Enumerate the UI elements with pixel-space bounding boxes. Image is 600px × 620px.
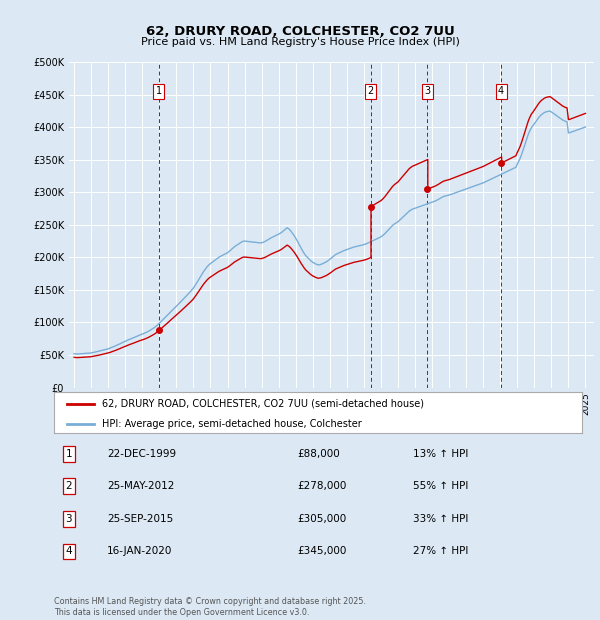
Text: 62, DRURY ROAD, COLCHESTER, CO2 7UU (semi-detached house): 62, DRURY ROAD, COLCHESTER, CO2 7UU (sem… [101, 399, 424, 409]
Text: 33% ↑ HPI: 33% ↑ HPI [413, 514, 469, 524]
Text: 25-SEP-2015: 25-SEP-2015 [107, 514, 173, 524]
Text: 2: 2 [368, 86, 374, 96]
Text: 4: 4 [65, 546, 72, 556]
Text: £278,000: £278,000 [297, 481, 346, 492]
Text: £305,000: £305,000 [297, 514, 346, 524]
Text: 3: 3 [424, 86, 431, 96]
Text: 25-MAY-2012: 25-MAY-2012 [107, 481, 174, 492]
Text: 4: 4 [498, 86, 504, 96]
Text: 1: 1 [156, 86, 162, 96]
Text: 1: 1 [65, 449, 72, 459]
Text: 62, DRURY ROAD, COLCHESTER, CO2 7UU: 62, DRURY ROAD, COLCHESTER, CO2 7UU [146, 25, 454, 38]
Text: £345,000: £345,000 [297, 546, 346, 556]
Text: 27% ↑ HPI: 27% ↑ HPI [413, 546, 469, 556]
Text: 3: 3 [65, 514, 72, 524]
Text: 13% ↑ HPI: 13% ↑ HPI [413, 449, 469, 459]
Text: 2: 2 [65, 481, 72, 492]
Text: HPI: Average price, semi-detached house, Colchester: HPI: Average price, semi-detached house,… [101, 419, 361, 429]
Text: Contains HM Land Registry data © Crown copyright and database right 2025.
This d: Contains HM Land Registry data © Crown c… [54, 598, 366, 617]
Text: 55% ↑ HPI: 55% ↑ HPI [413, 481, 469, 492]
Text: 16-JAN-2020: 16-JAN-2020 [107, 546, 172, 556]
Text: Price paid vs. HM Land Registry's House Price Index (HPI): Price paid vs. HM Land Registry's House … [140, 37, 460, 47]
Text: £88,000: £88,000 [297, 449, 340, 459]
Text: 22-DEC-1999: 22-DEC-1999 [107, 449, 176, 459]
